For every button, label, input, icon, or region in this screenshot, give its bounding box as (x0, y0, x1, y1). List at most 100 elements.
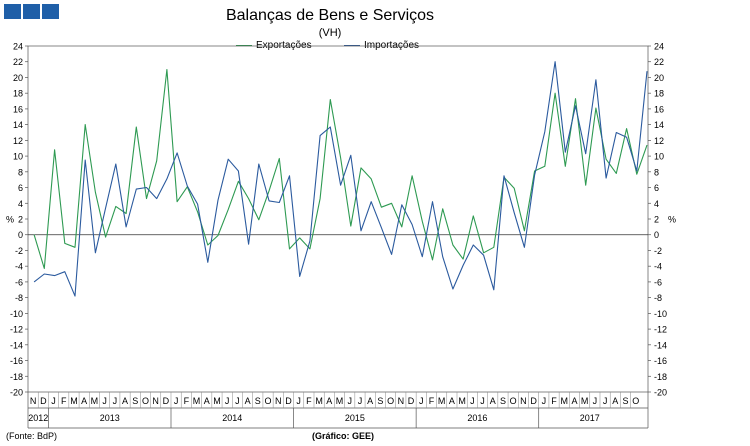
x-month-label: A (449, 396, 455, 406)
x-month-label: O (142, 396, 149, 406)
x-month-label: N (275, 396, 282, 406)
legend-item-exportacoes: Exportações (236, 40, 312, 51)
y-tick-label-right: -18 (654, 372, 667, 382)
x-month-label: A (81, 396, 87, 406)
x-month-label: N (520, 396, 527, 406)
logo-block (23, 4, 40, 19)
x-month-label: A (490, 396, 496, 406)
x-month-label: M (315, 396, 323, 406)
x-month-label: D (530, 396, 537, 406)
legend-label: Importações (364, 40, 420, 51)
x-month-label: J (470, 396, 475, 406)
y-tick-label: -16 (10, 356, 23, 366)
y-unit-label: % (6, 215, 14, 225)
x-month-label: A (122, 396, 128, 406)
series-line-exportacoes (33, 69, 648, 270)
y-tick-label: 18 (13, 89, 23, 99)
x-month-label: M (336, 396, 344, 406)
y-tick-label-right: 2 (654, 215, 659, 225)
x-month-label: J (480, 396, 485, 406)
x-month-label: J (235, 396, 240, 406)
y-tick-label: 22 (13, 57, 23, 67)
y-tick-label-right: 4 (654, 199, 659, 209)
x-month-label: S (500, 396, 506, 406)
x-month-label: S (623, 396, 629, 406)
x-month-label: A (245, 396, 251, 406)
y-tick-label: -2 (15, 246, 23, 256)
y-tick-label-right: -6 (654, 277, 662, 287)
x-month-label: A (367, 396, 373, 406)
x-month-label: J (358, 396, 363, 406)
x-month-label: M (213, 396, 221, 406)
y-tick-label-right: -12 (654, 325, 667, 335)
x-month-label: M (91, 396, 99, 406)
legend-swatch (344, 45, 360, 46)
x-month-label: J (51, 396, 56, 406)
x-month-label: O (387, 396, 394, 406)
x-year-label: 2013 (100, 413, 120, 423)
y-tick-label: -6 (15, 277, 23, 287)
y-tick-label: 20 (13, 73, 23, 83)
x-month-label: M (458, 396, 466, 406)
y-tick-label: -20 (10, 388, 23, 398)
x-month-label: A (326, 396, 332, 406)
y-tick-label-right: 18 (654, 89, 664, 99)
x-month-label: D (408, 396, 415, 406)
logo-block (4, 4, 21, 19)
x-month-label: F (551, 396, 557, 406)
y-tick-label: -18 (10, 372, 23, 382)
y-tick-label-right: 10 (654, 152, 664, 162)
x-year-label: 2015 (345, 413, 365, 423)
x-month-label: N (30, 396, 37, 406)
y-tick-label: 8 (18, 167, 23, 177)
x-month-label: N (152, 396, 159, 406)
x-month-label: F (306, 396, 312, 406)
y-tick-label-right: -16 (654, 356, 667, 366)
y-tick-label: 0 (18, 230, 23, 240)
y-tick-label-right: 14 (654, 120, 664, 130)
x-month-label: J (419, 396, 424, 406)
chart-subtitle: (VH) (318, 27, 342, 39)
x-month-label: F (61, 396, 67, 406)
y-tick-label-right: 24 (654, 42, 664, 52)
y-tick-label: 6 (18, 183, 23, 193)
y-tick-label-right: -14 (654, 340, 667, 350)
x-month-label: D (163, 396, 170, 406)
x-month-label: A (571, 396, 577, 406)
plot-frame (27, 45, 649, 393)
y-tick-label: -12 (10, 325, 23, 335)
y-tick-label: 14 (13, 120, 23, 130)
x-year-label: 2016 (467, 413, 487, 423)
x-month-label: A (612, 396, 618, 406)
legend-item-importacoes: Importações (344, 40, 419, 51)
x-month-label: S (377, 396, 383, 406)
x-year-label: 2017 (580, 413, 600, 423)
y-tick-label-right: -8 (654, 293, 662, 303)
y-tick-label-right: -4 (654, 262, 662, 272)
y-unit-label-right: % (668, 215, 676, 225)
x-month-label: O (632, 396, 639, 406)
y-tick-label-right: 6 (654, 183, 659, 193)
y-tick-label-right: 8 (654, 167, 659, 177)
legend-swatch (236, 45, 252, 46)
logo-block (42, 4, 59, 19)
x-month-label: D (285, 396, 292, 406)
x-month-label: S (132, 396, 138, 406)
x-month-label: O (510, 396, 517, 406)
x-month-label: J (225, 396, 230, 406)
x-month-label: O (265, 396, 272, 406)
x-month-label: J (347, 396, 352, 406)
x-month-label: J (174, 396, 179, 406)
y-tick-label: 4 (18, 199, 23, 209)
y-tick-label: -14 (10, 340, 23, 350)
brand-logo (4, 4, 59, 19)
y-tick-label-right: 16 (654, 104, 664, 114)
x-month-label: M (581, 396, 589, 406)
credit-note: (Gráfico: GEE) (312, 431, 375, 441)
x-month-label: M (193, 396, 201, 406)
x-month-label: M (560, 396, 568, 406)
x-month-label: J (113, 396, 118, 406)
y-tick-label-right: 0 (654, 230, 659, 240)
x-month-label: M (70, 396, 78, 406)
